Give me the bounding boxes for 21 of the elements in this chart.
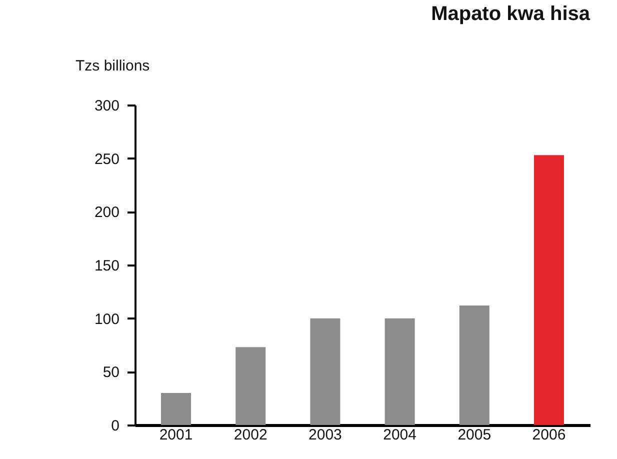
y-tick-label: 100: [94, 310, 120, 328]
x-tick-label: 2004: [383, 426, 416, 444]
y-tick-label: 50: [102, 364, 120, 382]
bar: [310, 318, 340, 425]
x-tick-label: 2003: [308, 426, 342, 444]
bar: [236, 347, 266, 425]
bar: [534, 155, 564, 425]
x-tick-label: 2005: [458, 426, 492, 444]
bar: [459, 306, 490, 425]
y-axis-title: Tzs billions: [76, 58, 150, 74]
bar: [384, 318, 415, 425]
y-tick-label: 200: [94, 204, 120, 222]
bar: [161, 393, 192, 425]
chart-title: Mapato kwa hisa: [431, 3, 591, 25]
y-tick-label: 0: [111, 418, 120, 434]
y-tick-label: 300: [94, 98, 120, 114]
x-tick-label: 2001: [159, 426, 193, 444]
y-tick-label: 250: [94, 150, 120, 168]
y-tick-label: 150: [94, 258, 120, 274]
x-tick-label: 2002: [234, 426, 268, 444]
x-tick-label: 2006: [532, 426, 566, 444]
